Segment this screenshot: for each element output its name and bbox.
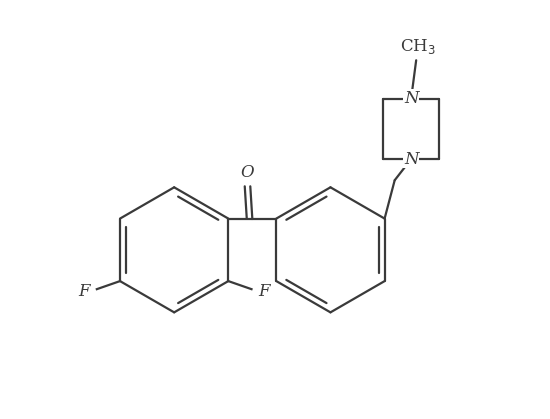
Text: O: O	[241, 164, 254, 181]
Text: F: F	[78, 283, 90, 300]
Text: F: F	[258, 283, 270, 300]
Text: N: N	[404, 150, 419, 168]
Text: CH$_3$: CH$_3$	[400, 37, 436, 56]
Text: N: N	[404, 90, 419, 107]
